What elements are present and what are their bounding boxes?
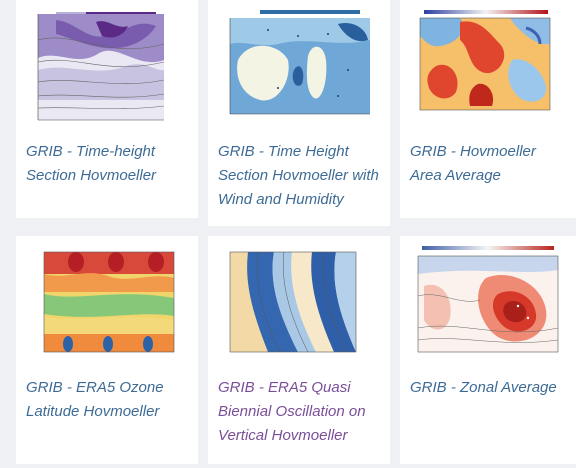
- card-title-link[interactable]: GRIB - Time-height Section Hovmoeller: [26, 143, 157, 184]
- card-title-link[interactable]: GRIB - ERA5 Quasi Biennial Oscillation o…: [218, 379, 366, 444]
- card-thumbnail-time-height-wind-humidity[interactable]: [208, 0, 390, 128]
- gallery-card[interactable]: GRIB - Time Height Section Hovmoeller wi…: [208, 0, 390, 226]
- card-title-link[interactable]: GRIB - ERA5 Ozone Latitude Hovmoeller: [26, 379, 164, 420]
- area-average-plot-image: [419, 10, 551, 111]
- wind-humidity-plot-image: [229, 10, 370, 115]
- gallery-card[interactable]: GRIB - ERA5 Quasi Biennial Oscillation o…: [208, 236, 390, 464]
- gallery-card[interactable]: GRIB - ERA5 Ozone Latitude Hovmoeller: [16, 236, 198, 464]
- card-thumbnail-zonal-average[interactable]: [400, 236, 576, 364]
- gallery-card[interactable]: GRIB - Hovmoeller Area Average: [400, 0, 576, 218]
- ozone-latitude-plot-image: [43, 251, 175, 353]
- qbo-plot-image: [229, 251, 357, 353]
- zonal-average-plot-image: [417, 246, 559, 353]
- card-thumbnail-time-height[interactable]: [16, 0, 198, 128]
- card-thumbnail-area-average[interactable]: [400, 0, 576, 128]
- card-thumbnail-qbo[interactable]: [208, 236, 390, 364]
- card-thumbnail-ozone-latitude[interactable]: [16, 236, 198, 364]
- gallery-card[interactable]: GRIB - Time-height Section Hovmoeller: [16, 0, 198, 218]
- card-title-link[interactable]: GRIB - Time Height Section Hovmoeller wi…: [218, 143, 379, 208]
- card-title-link[interactable]: GRIB - Hovmoeller Area Average: [410, 143, 536, 184]
- card-title-link[interactable]: GRIB - Zonal Average: [410, 379, 557, 396]
- time-height-plot-image: [37, 12, 165, 121]
- gallery-card[interactable]: GRIB - Zonal Average: [400, 236, 576, 464]
